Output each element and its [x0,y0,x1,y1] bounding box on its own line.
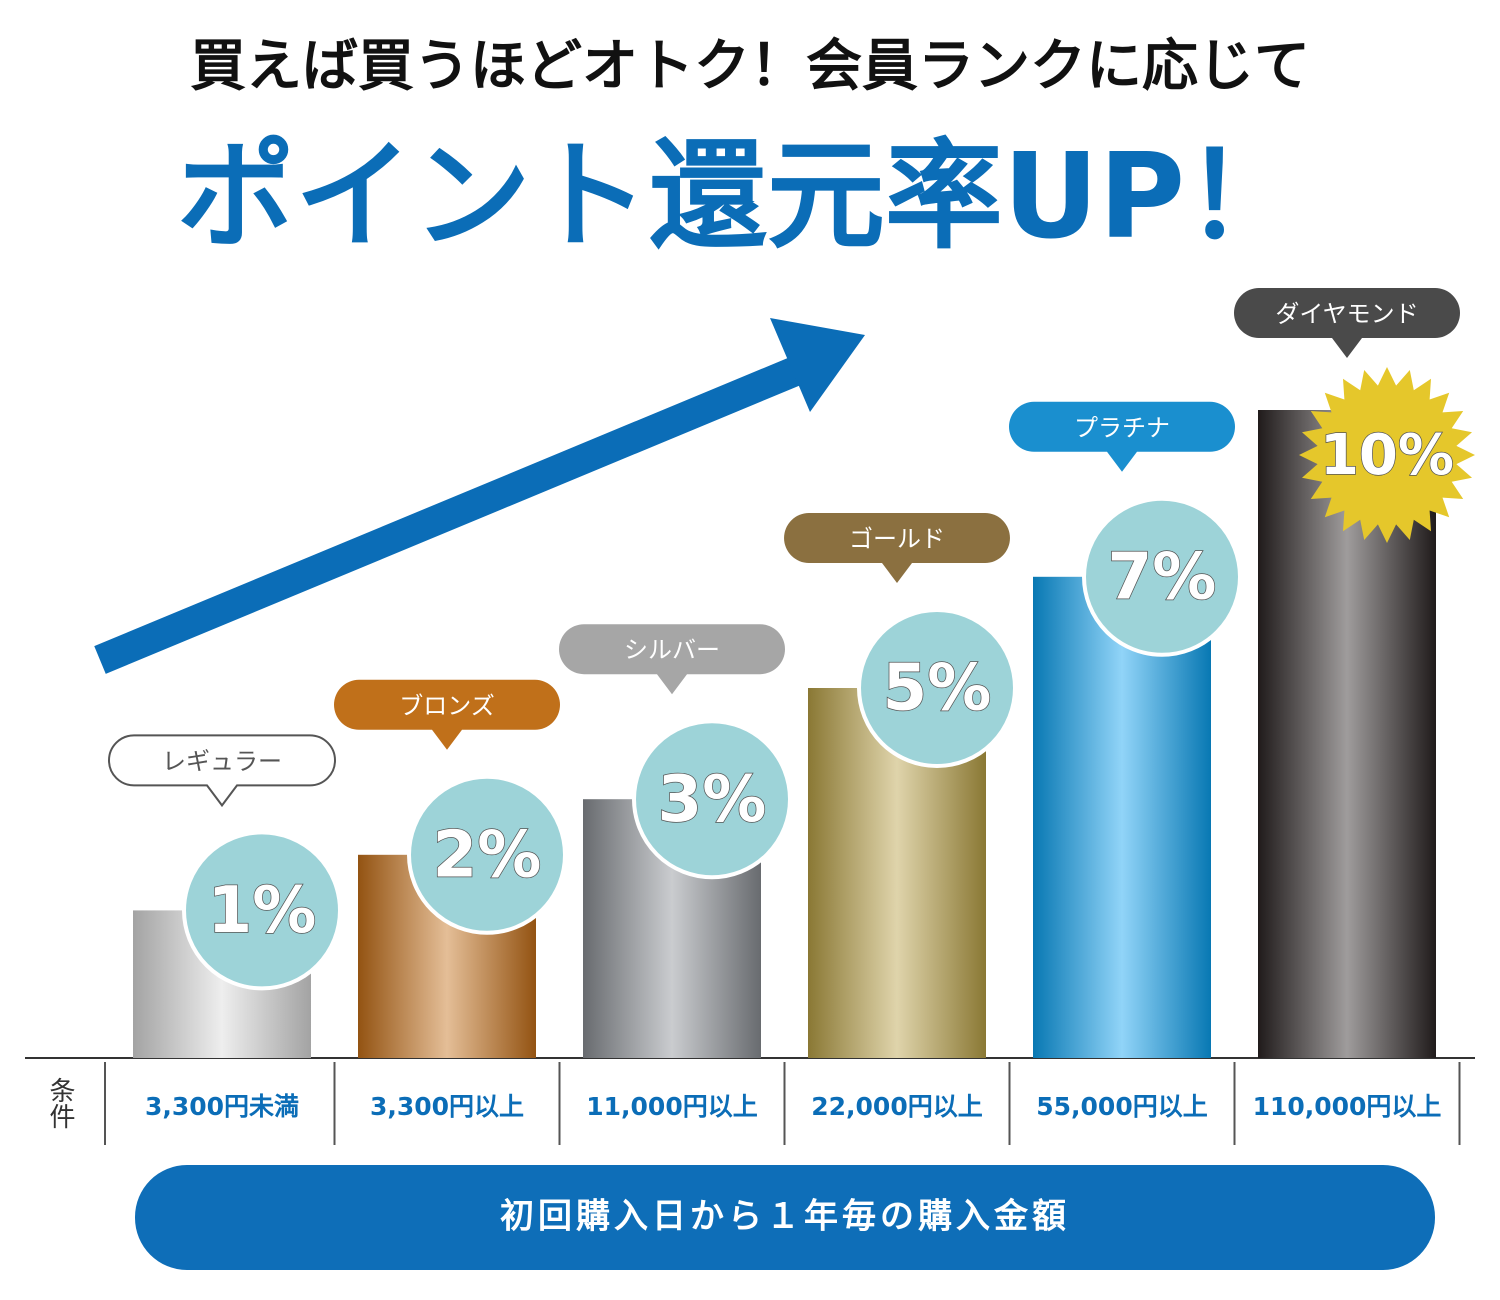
rank-tag [784,513,1010,583]
rank-name: ブロンズ [399,692,495,720]
rank-name: プラチナ [1074,414,1170,442]
value-badge [182,830,342,991]
condition-label: 条件 [45,1077,75,1129]
chart-subtitle: ポイント還元率UP！ [177,127,1303,265]
value-badge [407,774,567,935]
value-label: 2% [433,818,542,892]
value-badge [1082,496,1242,657]
chart-title: 買えば買うほどオトク！会員ランクに応じて [190,34,1310,99]
value-badge [632,719,792,880]
value-label: 1% [208,874,317,948]
rank-name: レギュラー [162,747,282,775]
footer-text: 初回購入日から１年毎の購入金額 [500,1197,1070,1237]
rank-tag [108,734,336,808]
rank-name: シルバー [624,636,720,664]
value-label: 3% [658,763,767,837]
condition: 22,000円以上 [811,1092,982,1121]
value-badge [857,608,1017,768]
footer-pill [135,1165,1435,1270]
value-badge [1299,367,1475,543]
rank-tag [1234,288,1460,358]
condition: 110,000円以上 [1253,1092,1442,1121]
condition: 55,000円以上 [1036,1092,1207,1121]
rank-tag [1009,401,1235,472]
rank-tag [334,679,560,750]
condition: 11,000円以上 [586,1092,757,1121]
rank-name: ダイヤモンド [1275,300,1418,328]
rank-tag [558,624,785,695]
trend-arrow [94,318,865,674]
value-label: 7% [1108,540,1217,614]
value-label: 10% [1320,423,1454,488]
condition: 3,300円以上 [370,1092,524,1121]
value-label: 5% [883,652,992,726]
bar [1033,576,1211,1058]
condition: 3,300円未満 [145,1092,299,1121]
rank-name: ゴールド [849,525,945,553]
